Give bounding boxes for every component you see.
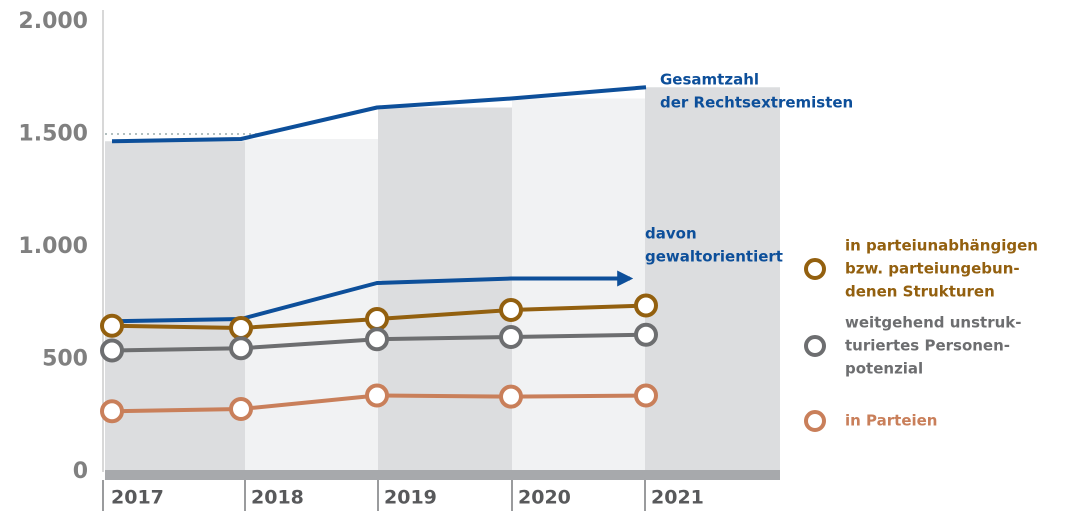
series-label: denen Strukturen bbox=[845, 283, 995, 301]
data-point bbox=[365, 327, 389, 352]
data-point bbox=[499, 325, 523, 349]
series-label: weitgehend unstruk- bbox=[845, 314, 1021, 332]
data-point bbox=[100, 313, 124, 338]
year-band bbox=[105, 141, 245, 470]
data-point bbox=[499, 298, 523, 322]
data-point bbox=[634, 322, 658, 347]
x-tick-label: 2017 bbox=[111, 487, 164, 509]
data-point bbox=[634, 383, 658, 408]
y-tick-label: 1.000 bbox=[18, 234, 88, 259]
data-point bbox=[365, 383, 389, 408]
x-tick-label: 2020 bbox=[518, 487, 571, 509]
series-line bbox=[111, 85, 647, 144]
legend-marker bbox=[804, 258, 826, 280]
series-label: Gesamtzahl bbox=[660, 71, 759, 89]
year-band bbox=[512, 98, 645, 470]
legend-marker bbox=[804, 410, 826, 432]
series-line bbox=[111, 270, 634, 324]
baseline bbox=[105, 470, 780, 480]
year-band bbox=[378, 107, 512, 470]
series-label: turiertes Personen- bbox=[845, 337, 1010, 355]
data-point bbox=[229, 397, 253, 421]
series-label: der Rechtsextremisten bbox=[660, 94, 853, 112]
y-tick-label: 0 bbox=[73, 459, 88, 484]
series-label: bzw. parteiungebun- bbox=[845, 260, 1020, 278]
series-label: in parteiunabhängigen bbox=[845, 237, 1038, 255]
data-point bbox=[634, 293, 658, 318]
legend-marker bbox=[804, 335, 826, 357]
year-band bbox=[245, 139, 378, 470]
x-tick-label: 2018 bbox=[251, 487, 304, 509]
data-point bbox=[499, 384, 523, 409]
y-tick-label: 500 bbox=[42, 347, 88, 372]
series-label: gewaltorientiert bbox=[645, 248, 783, 266]
y-tick-label: 2.000 bbox=[18, 9, 88, 34]
data-point bbox=[100, 338, 124, 363]
data-point bbox=[365, 307, 389, 331]
y-tick-label: 1.500 bbox=[18, 122, 88, 147]
data-point bbox=[100, 399, 124, 424]
year-band bbox=[645, 87, 780, 470]
x-tick-label: 2021 bbox=[651, 487, 704, 509]
data-point bbox=[229, 336, 253, 361]
series-label: davon bbox=[645, 225, 697, 243]
data-point bbox=[229, 316, 253, 340]
series-label: potenzial bbox=[845, 360, 923, 378]
series-label: in Parteien bbox=[845, 412, 938, 430]
x-tick-label: 2019 bbox=[384, 487, 437, 509]
